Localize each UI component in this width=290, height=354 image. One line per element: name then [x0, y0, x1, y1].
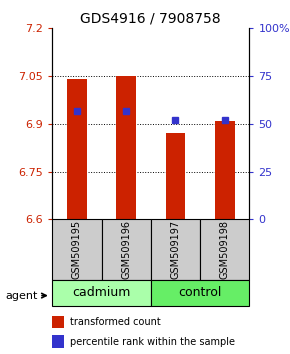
Bar	[102, 219, 151, 280]
Text: percentile rank within the sample: percentile rank within the sample	[70, 337, 235, 347]
Bar	[52, 280, 151, 306]
Text: cadmium: cadmium	[72, 286, 131, 299]
Text: GSM509197: GSM509197	[171, 220, 180, 279]
Text: transformed count: transformed count	[70, 317, 160, 327]
Text: agent: agent	[6, 291, 38, 301]
Text: GSM509198: GSM509198	[220, 220, 230, 279]
Bar	[67, 79, 87, 219]
Bar	[52, 219, 102, 280]
Text: GSM509196: GSM509196	[121, 220, 131, 279]
Bar	[151, 219, 200, 280]
Bar	[166, 133, 185, 219]
Bar	[116, 76, 136, 219]
Bar	[215, 121, 235, 219]
Bar	[151, 280, 249, 306]
Bar	[200, 219, 249, 280]
Title: GDS4916 / 7908758: GDS4916 / 7908758	[81, 12, 221, 26]
Text: GSM509195: GSM509195	[72, 220, 82, 279]
Text: control: control	[178, 286, 222, 299]
